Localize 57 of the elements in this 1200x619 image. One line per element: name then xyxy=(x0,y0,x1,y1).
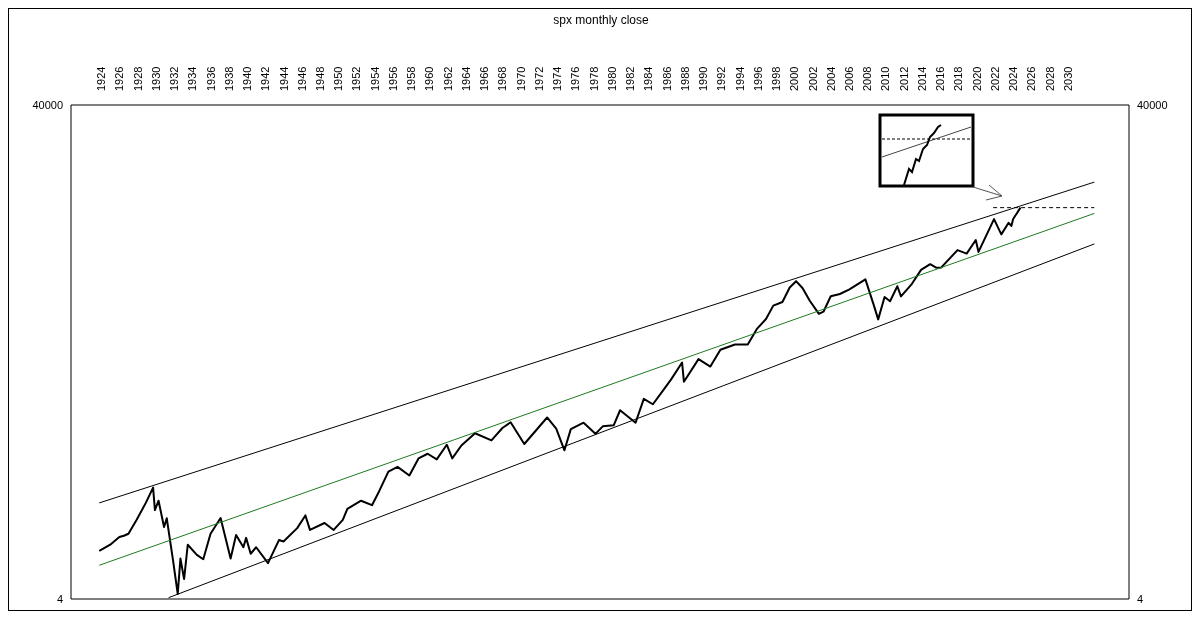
x-tick-label: 1962 xyxy=(441,66,454,91)
x-tick-label: 2004 xyxy=(824,66,837,91)
x-tick-label: 1960 xyxy=(423,66,436,91)
x-tick-label: 2008 xyxy=(861,66,874,91)
x-tick-label: 1944 xyxy=(277,66,290,91)
x-tick-label: 1978 xyxy=(587,66,600,91)
x-tick-label: 1984 xyxy=(642,66,655,91)
x-tick-label: 1968 xyxy=(496,66,509,91)
x-tick-label: 1974 xyxy=(551,66,564,91)
x-tick-label: 1926 xyxy=(113,66,126,91)
x-tick-label: 2028 xyxy=(1043,66,1056,91)
x-tick-label: 1930 xyxy=(149,66,162,91)
x-tick-label: 1990 xyxy=(697,66,710,91)
x-tick-label: 1942 xyxy=(259,66,272,91)
x-tick-label: 1994 xyxy=(733,66,746,91)
x-tick-label: 2016 xyxy=(934,66,947,91)
x-tick-label: 1964 xyxy=(459,66,472,91)
x-tick-label: 1936 xyxy=(204,66,217,91)
y2-tick-label: 40000 xyxy=(1137,98,1168,111)
x-tick-label: 1988 xyxy=(678,66,691,91)
x-tick-label: 2010 xyxy=(879,66,892,91)
x-tick-label: 2012 xyxy=(897,66,910,91)
x-tick-label: 2018 xyxy=(952,66,965,91)
x-tick-label: 1940 xyxy=(241,66,254,91)
x-tick-label: 2006 xyxy=(842,66,855,91)
x-tick-label: 2020 xyxy=(970,66,983,91)
x-tick-label: 2024 xyxy=(1007,66,1020,91)
x-tick-label: 2030 xyxy=(1061,66,1074,91)
x-tick-label: 1970 xyxy=(514,66,527,91)
x-tick-label: 1980 xyxy=(605,66,618,91)
x-tick-label: 1976 xyxy=(569,66,582,91)
x-tick-label: 2002 xyxy=(806,66,819,91)
x-tick-label: 1998 xyxy=(770,66,783,91)
x-tick-label: 1956 xyxy=(386,66,399,91)
x-tick-label: 1996 xyxy=(751,66,764,91)
x-tick-label: 1928 xyxy=(131,66,144,91)
x-tick-label: 1986 xyxy=(660,66,673,91)
y2-tick-label: 4 xyxy=(1137,592,1144,605)
x-tick-label: 1934 xyxy=(186,66,199,91)
x-tick-label: 1952 xyxy=(350,66,363,91)
x-tick-label: 1948 xyxy=(313,66,326,91)
x-tick-label: 1966 xyxy=(478,66,491,91)
x-tick-label: 1950 xyxy=(332,66,345,91)
x-tick-label: 2014 xyxy=(915,66,928,91)
x-tick-label: 1958 xyxy=(405,66,418,91)
x-tick-label: 2022 xyxy=(988,66,1001,91)
x-tick-label: 1946 xyxy=(295,66,308,91)
x-tick-label: 1932 xyxy=(168,66,181,91)
x-tick-label: 2000 xyxy=(788,66,801,91)
x-tick-label: 1982 xyxy=(624,66,637,91)
x-tick-label: 1924 xyxy=(95,66,108,91)
x-tick-label: 1954 xyxy=(368,66,381,91)
x-tick-label: 1972 xyxy=(532,66,545,91)
x-tick-label: 2026 xyxy=(1025,66,1038,91)
x-tick-label: 1938 xyxy=(222,66,235,91)
chart-title: spx monthly close xyxy=(552,13,650,27)
x-tick-label: 1992 xyxy=(715,66,728,91)
